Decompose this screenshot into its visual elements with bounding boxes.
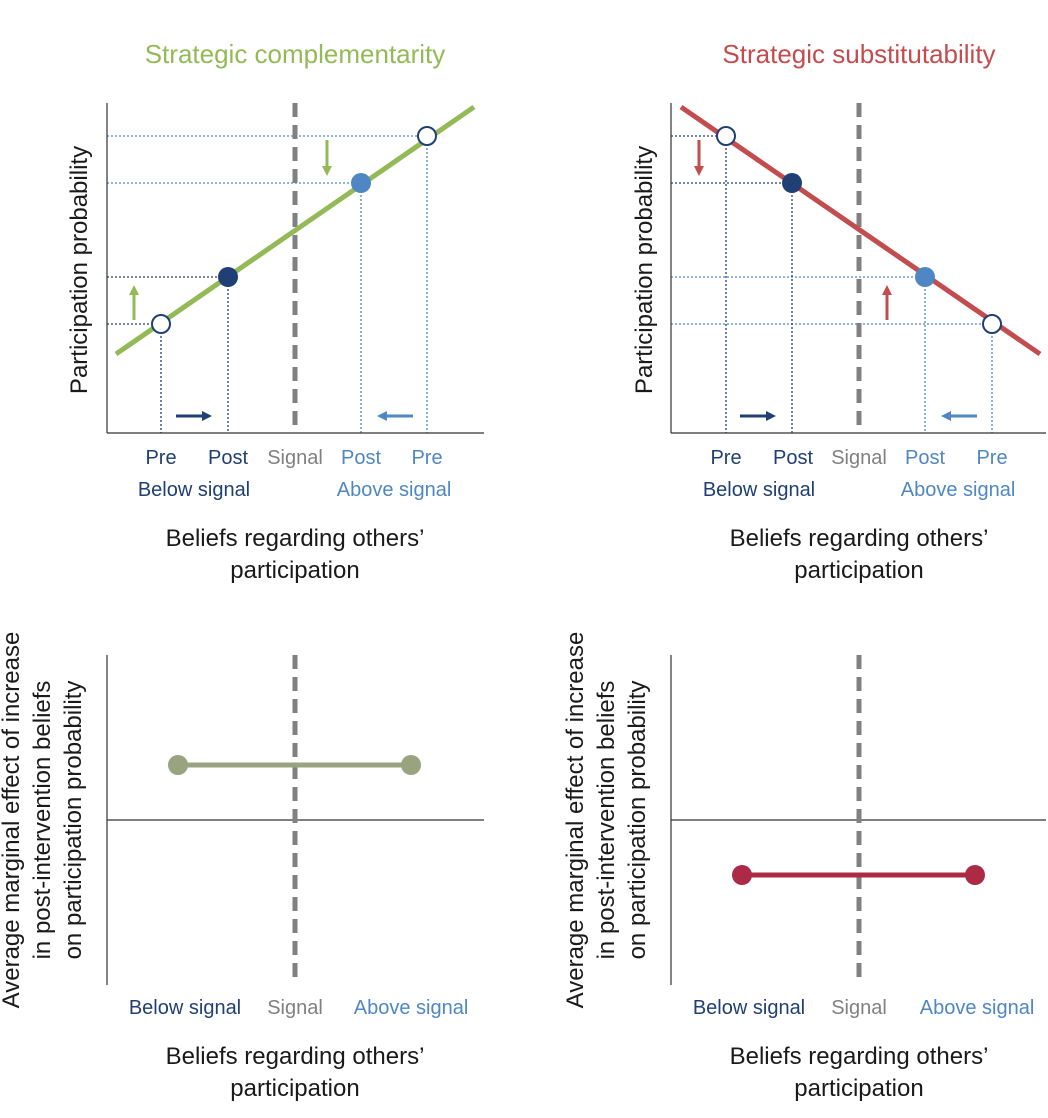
tick-label-signal: Signal bbox=[267, 997, 323, 1019]
tick-label-above-signal: Above signal bbox=[354, 997, 469, 1019]
label-line: Beliefs regarding others’ bbox=[730, 525, 989, 552]
tick-label-above-signal: Above signal bbox=[920, 997, 1035, 1019]
tick-label-pre-above: Pre bbox=[411, 447, 442, 469]
tick-label-pre-above: Pre bbox=[976, 447, 1007, 469]
group-label-above: Above signal bbox=[337, 479, 452, 501]
point-below-signal bbox=[732, 865, 752, 885]
panel-title: Strategic complementarity bbox=[145, 39, 446, 69]
group-label-above: Above signal bbox=[901, 479, 1016, 501]
tick-label-post-below: Post bbox=[208, 447, 248, 469]
point-above-signal bbox=[401, 755, 421, 775]
label-line: Beliefs regarding others’ bbox=[166, 525, 425, 552]
tick-label-post-below: Post bbox=[773, 447, 813, 469]
tick-label-post-above: Post bbox=[341, 447, 381, 469]
point-post-above bbox=[351, 173, 371, 193]
point-above-signal bbox=[965, 865, 985, 885]
label-line: Average marginal effect of increase bbox=[562, 632, 589, 1009]
tick-label-signal: Signal bbox=[831, 997, 887, 1019]
x-axis-label: Beliefs regarding others’ participation bbox=[166, 525, 425, 584]
y-axis-label: Participation probability bbox=[66, 146, 93, 394]
x-axis-label: Beliefs regarding others’ participation bbox=[730, 1043, 989, 1102]
label-line: on participation probability bbox=[624, 681, 651, 960]
point-pre-above bbox=[982, 314, 1002, 334]
group-label-below: Below signal bbox=[138, 479, 250, 501]
point-below-signal bbox=[168, 755, 188, 775]
group-label-below: Below signal bbox=[703, 479, 815, 501]
tick-label-signal: Signal bbox=[267, 447, 323, 469]
y-axis-label: Average marginal effect of increase in po… bbox=[562, 632, 651, 1009]
label-line: Beliefs regarding others’ bbox=[730, 1043, 989, 1070]
label-line: Beliefs regarding others’ bbox=[166, 1043, 425, 1070]
guide-lines bbox=[107, 135, 428, 433]
point-post-below bbox=[218, 267, 238, 287]
point-post-above bbox=[915, 267, 935, 287]
point-post-below bbox=[782, 173, 802, 193]
label-line: Average marginal effect of increase bbox=[0, 632, 25, 1009]
label-line: participation bbox=[794, 1075, 923, 1102]
label-line: in post-intervention beliefs bbox=[29, 681, 56, 960]
panel-complementarity: Strategic complementarity Pa bbox=[66, 39, 484, 584]
x-axis-label: Beliefs regarding others’ participation bbox=[166, 1043, 425, 1102]
series-line bbox=[679, 104, 1042, 357]
label-line: participation bbox=[230, 1075, 359, 1102]
tick-label-post-above: Post bbox=[905, 447, 945, 469]
panel-substitutability: Strategic substitutability Participation… bbox=[631, 39, 1046, 584]
tick-label-signal: Signal bbox=[831, 447, 887, 469]
panel-effect-complementarity: Average marginal effect of increase in po… bbox=[0, 632, 484, 1102]
label-line: in post-intervention beliefs bbox=[593, 681, 620, 960]
point-pre-above bbox=[417, 126, 437, 146]
x-axis-label: Beliefs regarding others’ participation bbox=[730, 525, 989, 584]
label-line: participation bbox=[230, 557, 359, 584]
label-line: on participation probability bbox=[60, 681, 87, 960]
point-pre-below bbox=[716, 126, 736, 146]
panel-title: Strategic substitutability bbox=[722, 39, 995, 69]
tick-label-pre-below: Pre bbox=[145, 447, 176, 469]
tick-label-below-signal: Below signal bbox=[693, 997, 805, 1019]
label-line: participation bbox=[794, 557, 923, 584]
tick-label-pre-below: Pre bbox=[710, 447, 741, 469]
panel-effect-substitutability: Average marginal effect of increase in po… bbox=[562, 632, 1046, 1102]
tick-label-below-signal: Below signal bbox=[129, 997, 241, 1019]
series-line bbox=[114, 104, 476, 357]
point-pre-below bbox=[151, 314, 171, 334]
y-axis-label: Participation probability bbox=[631, 146, 658, 394]
guide-lines bbox=[671, 135, 993, 433]
y-axis-label: Average marginal effect of increase in po… bbox=[0, 632, 87, 1009]
